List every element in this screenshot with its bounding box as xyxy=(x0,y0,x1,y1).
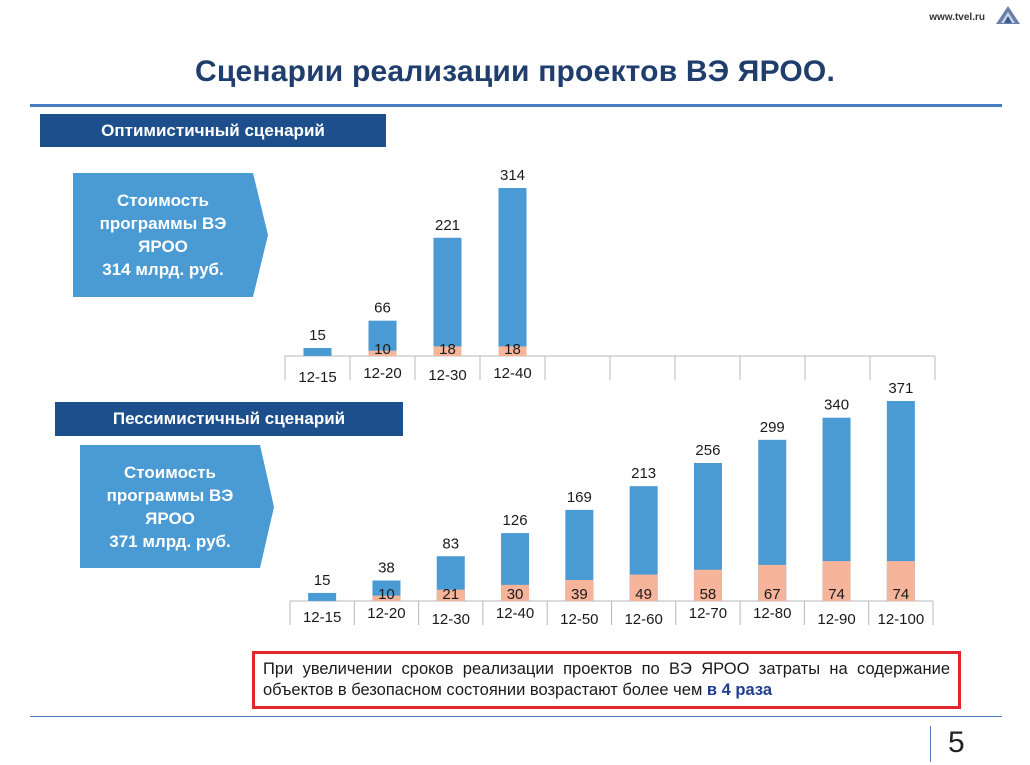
callout-line: 314 млрд. руб. xyxy=(102,260,224,279)
data-label-total: 169 xyxy=(567,489,592,506)
data-label-total: 38 xyxy=(378,560,395,577)
bar-segment-lower xyxy=(372,595,401,601)
x-tick-label: 12-15 xyxy=(298,369,336,386)
data-label-lower: 39 xyxy=(571,586,588,603)
footer-divider xyxy=(30,716,1002,717)
callout-line: 371 млрд. руб. xyxy=(109,532,231,551)
pessimistic-banner-label: Пессимистичный сценарий xyxy=(112,409,346,428)
data-label-total: 126 xyxy=(503,512,528,529)
pessimistic-banner: Пессимистичный сценарий xyxy=(55,402,403,436)
pessimistic-callout: Стоимость программы ВЭ ЯРОО 371 млрд. ру… xyxy=(80,445,274,568)
data-label-total: 299 xyxy=(760,419,785,436)
callout-line: программы ВЭ xyxy=(99,214,227,233)
data-label-total: 340 xyxy=(824,397,849,414)
x-tick-label: 12-30 xyxy=(432,611,470,628)
data-label-total: 83 xyxy=(442,535,459,552)
bar-segment-lower xyxy=(693,569,722,601)
data-label-lower: 18 xyxy=(504,341,521,358)
data-label-total: 221 xyxy=(435,217,460,234)
bar-total xyxy=(498,188,527,356)
conclusion-note: При увеличении сроков реализации проекто… xyxy=(252,651,961,709)
x-tick-label: 12-20 xyxy=(363,365,401,382)
callout-line: Стоимость xyxy=(124,463,216,482)
callout-line: программы ВЭ xyxy=(106,486,234,505)
x-tick-label: 12-70 xyxy=(689,605,727,622)
data-label-lower: 58 xyxy=(700,586,717,603)
bar-total xyxy=(303,347,332,356)
x-tick-label: 12-50 xyxy=(560,611,598,628)
page-title: Сценарии реализации проектов ВЭ ЯРОО. xyxy=(195,55,835,88)
data-label-total: 213 xyxy=(631,465,656,482)
bar-segment-lower xyxy=(822,561,851,601)
bar-total xyxy=(308,592,337,601)
bar-total xyxy=(433,237,462,356)
x-tick-label: 12-100 xyxy=(877,611,924,628)
x-tick-label: 12-40 xyxy=(493,365,531,382)
bar-segment-lower xyxy=(501,584,530,601)
x-tick-label: 12-80 xyxy=(753,605,791,622)
data-label-lower: 10 xyxy=(374,341,391,358)
bar-total xyxy=(368,320,397,356)
data-label-lower: 10 xyxy=(378,586,395,603)
data-label-lower: 74 xyxy=(893,586,910,603)
x-tick-label: 12-20 xyxy=(367,605,405,622)
bar-segment-lower xyxy=(758,564,787,601)
x-tick-label: 12-15 xyxy=(303,609,341,626)
data-label-total: 15 xyxy=(309,327,326,344)
data-label-lower: 21 xyxy=(442,586,459,603)
title-divider xyxy=(30,104,1002,107)
x-tick-label: 12-40 xyxy=(496,605,534,622)
page-number-separator xyxy=(930,726,931,762)
bar-segment-lower xyxy=(433,346,462,356)
data-label-lower: 67 xyxy=(764,586,781,603)
data-label-lower: 74 xyxy=(828,586,845,603)
optimistic-callout: Стоимость программы ВЭ ЯРОО 314 млрд. ру… xyxy=(73,173,268,297)
note-text: При увеличении сроков реализации проекто… xyxy=(263,660,950,699)
bar-segment-lower xyxy=(436,589,465,601)
data-label-lower: 18 xyxy=(439,341,456,358)
data-label-lower: 49 xyxy=(635,586,652,603)
data-label-total: 66 xyxy=(374,300,391,317)
callout-line: ЯРОО xyxy=(138,237,188,256)
bar-segment-lower xyxy=(886,561,915,601)
bar-segment-lower xyxy=(629,574,658,601)
callout-line: ЯРОО xyxy=(145,509,195,528)
data-label-total: 371 xyxy=(888,380,913,397)
company-logo xyxy=(996,6,1020,24)
data-label-lower: 30 xyxy=(507,586,524,603)
x-tick-label: 12-90 xyxy=(817,611,855,628)
data-label-total: 15 xyxy=(314,572,331,589)
x-tick-label: 12-30 xyxy=(428,367,466,384)
note-emphasis: в 4 раза xyxy=(706,681,772,699)
optimistic-banner-label: Оптимистичный сценарий xyxy=(101,121,325,140)
site-url[interactable]: www.tvel.ru xyxy=(929,12,985,23)
page-number: 5 xyxy=(948,726,965,759)
optimistic-banner: Оптимистичный сценарий xyxy=(40,114,386,147)
data-label-total: 314 xyxy=(500,167,525,184)
data-label-total: 256 xyxy=(695,442,720,459)
x-tick-label: 12-60 xyxy=(624,611,662,628)
bar-segment-lower xyxy=(368,350,397,356)
callout-arrow-shape xyxy=(80,445,274,568)
bar-segment-lower xyxy=(498,346,527,356)
bar-segment-lower xyxy=(565,579,594,601)
callout-arrow-shape xyxy=(73,173,268,297)
callout-line: Стоимость xyxy=(117,191,209,210)
